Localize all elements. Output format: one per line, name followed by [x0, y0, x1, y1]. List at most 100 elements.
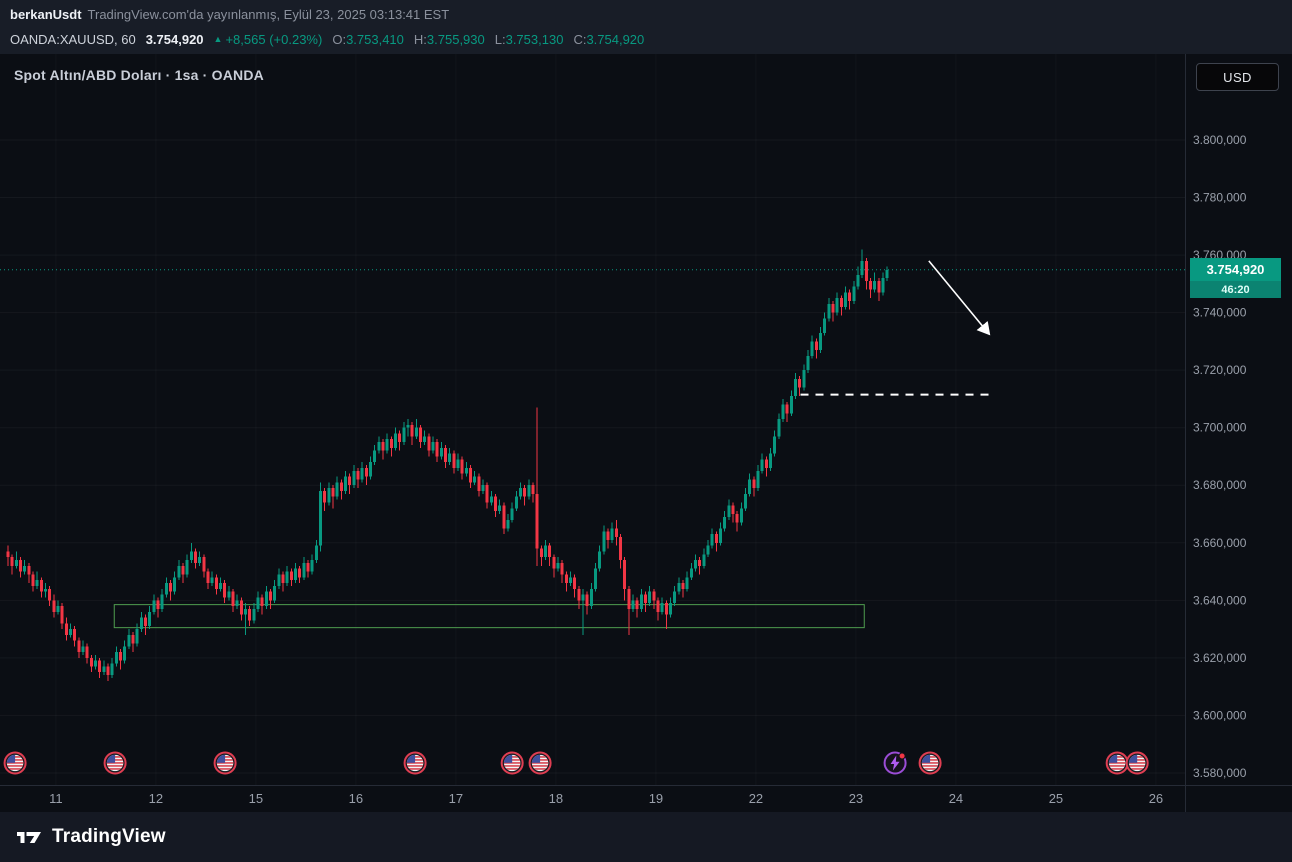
us-flag-event-icon[interactable]	[502, 753, 523, 774]
candle-body	[373, 450, 377, 463]
candle-body	[31, 574, 35, 586]
candle-body	[581, 594, 585, 601]
us-flag-event-icon[interactable]	[1107, 753, 1128, 774]
candle-body	[464, 467, 468, 474]
candle-body	[227, 591, 231, 598]
us-flag-event-icon[interactable]	[405, 753, 426, 774]
candle-body	[852, 286, 856, 302]
candle-body	[685, 577, 689, 589]
candle-body	[810, 341, 814, 356]
candle-body	[414, 427, 418, 437]
candle-body	[435, 442, 439, 457]
author-link[interactable]: berkanUsdt	[10, 6, 82, 22]
candle-body	[535, 493, 539, 549]
candle-body	[348, 476, 352, 486]
close-field: C: 3.754,920	[573, 32, 644, 47]
candle-body	[156, 600, 160, 609]
tradingview-logo-icon[interactable]	[15, 823, 43, 851]
flash-event-icon[interactable]	[883, 751, 907, 775]
candle-body	[523, 488, 527, 497]
symbol-name[interactable]: OANDA:XAUUSD, 60	[10, 31, 136, 47]
candle-body	[148, 611, 152, 627]
candle-body	[256, 597, 260, 609]
price-tick-label: 3.600,000	[1193, 708, 1247, 722]
candle-body	[577, 588, 581, 601]
candle-body	[569, 577, 573, 584]
candle-body	[81, 646, 85, 653]
candle-body	[777, 419, 781, 437]
currency-toggle-button[interactable]: USD	[1196, 63, 1279, 91]
candle-body	[864, 260, 868, 281]
price-tick-label: 3.680,000	[1193, 478, 1247, 492]
candle-body	[219, 583, 223, 589]
candle-body	[131, 634, 135, 644]
candle-body	[314, 545, 318, 561]
us-flag-event-icon[interactable]	[920, 753, 941, 774]
tradingview-wordmark[interactable]: TradingView	[52, 826, 166, 847]
candle-body	[273, 585, 277, 601]
candle-body	[360, 467, 364, 480]
candle-body	[856, 275, 860, 287]
candle-body	[769, 453, 773, 468]
candle-body	[748, 479, 752, 494]
candle-body	[119, 652, 123, 661]
candle-body	[689, 568, 693, 578]
candle-body	[819, 332, 823, 351]
candle-body	[460, 459, 464, 474]
candle-body	[431, 442, 435, 451]
candle-body	[444, 447, 448, 463]
candle-body	[198, 557, 202, 563]
support-zone-rect[interactable]	[113, 604, 865, 629]
candle-body	[448, 453, 452, 463]
candle-body	[310, 560, 314, 572]
candle-body	[6, 551, 10, 558]
change-value: +8,565 (+0.23%)	[225, 31, 323, 47]
us-flag-event-icon[interactable]	[530, 753, 551, 774]
candle-body	[185, 560, 189, 575]
candle-body	[648, 591, 652, 604]
candle-body	[885, 269, 889, 279]
candle-body	[739, 508, 743, 523]
candle-body	[231, 591, 235, 607]
price-tick-label: 3.620,000	[1193, 651, 1247, 665]
us-flag-event-icon[interactable]	[105, 753, 126, 774]
us-flag-event-icon[interactable]	[215, 753, 236, 774]
projection-arrow[interactable]	[928, 260, 991, 336]
candle-body	[152, 600, 156, 612]
candle-body	[106, 666, 110, 676]
price-tick-label: 3.720,000	[1193, 363, 1247, 377]
candle-body	[714, 534, 718, 543]
candle-body	[731, 505, 735, 515]
current-price-tag[interactable]: 3.754,920	[1190, 258, 1281, 281]
us-flag-event-icon[interactable]	[1127, 753, 1148, 774]
candle-body	[514, 496, 518, 509]
candle-body	[210, 577, 214, 584]
candle-body	[277, 574, 281, 586]
candle-body	[544, 545, 548, 558]
header-bar: berkanUsdt TradingView.com'da yayınlanmı…	[0, 0, 1292, 54]
candle-body	[552, 557, 556, 569]
candle-body	[289, 571, 293, 581]
price-chart-canvas[interactable]: 3.800,0003.780,0003.760,0003.740,0003.72…	[0, 54, 1292, 812]
candle-body	[831, 303, 835, 313]
time-axis[interactable]: 11 12 15 16 17 18 19 22 23 24 25 26	[49, 791, 1163, 806]
high-field: H: 3.755,930	[414, 32, 485, 47]
time-tick-label: 12	[149, 791, 163, 806]
price-tick-label: 3.800,000	[1193, 133, 1247, 147]
candle-body	[402, 427, 406, 443]
candle-body	[48, 588, 52, 601]
candle-body	[494, 496, 498, 512]
candle-body	[223, 583, 227, 598]
last-price: 3.754,920	[145, 31, 204, 47]
price-tick-label: 3.740,000	[1193, 306, 1247, 320]
candle-body	[877, 280, 881, 293]
candle-body	[806, 355, 810, 371]
candle-body	[773, 436, 777, 454]
publish-info: TradingView.com'da yayınlanmış, Eylül 23…	[87, 6, 450, 22]
open-value: 3.753,410	[346, 31, 404, 47]
candle-body	[677, 583, 681, 592]
price-axis[interactable]: 3.800,0003.780,0003.760,0003.740,0003.72…	[1193, 133, 1247, 780]
candle-body	[698, 560, 702, 566]
us-flag-event-icon[interactable]	[5, 753, 26, 774]
candle-body	[206, 571, 210, 584]
